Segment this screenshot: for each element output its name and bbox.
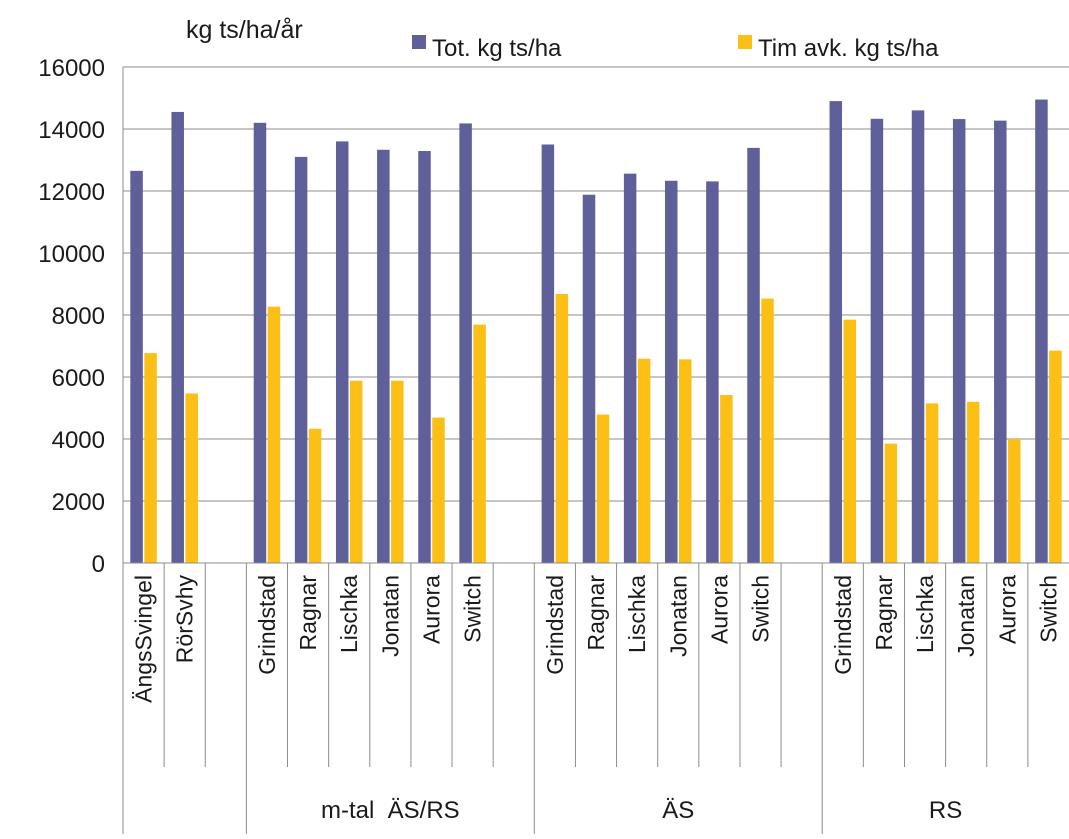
bar-tot: [994, 120, 1007, 563]
y-tick-label: 16000: [38, 55, 105, 82]
category-label: Lischka: [336, 575, 362, 653]
y-axis-unit-label: kg ts/ha/år: [186, 16, 303, 44]
category-label: Grindstad: [254, 575, 280, 675]
bar-tim: [555, 293, 569, 563]
y-tick-label: 14000: [38, 117, 105, 144]
bar-tot: [952, 119, 966, 563]
bar-tim: [1008, 439, 1021, 563]
y-tick-label: 12000: [38, 179, 105, 206]
category-label: Aurora: [706, 575, 732, 644]
bar-tim: [720, 394, 733, 563]
category-label: Aurora: [418, 575, 444, 644]
category-label: Ragnar: [295, 575, 321, 651]
legend: Tot. kg ts/ha Tim avk. kg ts/ha: [412, 35, 939, 62]
category-label: Jonatan: [377, 575, 403, 657]
bar-tot: [459, 123, 472, 564]
bar-tot: [829, 101, 843, 563]
bar-tim: [925, 403, 939, 563]
bar-tim: [391, 380, 404, 563]
bar-tot: [665, 180, 678, 563]
category-label: Switch: [1035, 575, 1061, 643]
category-label: Lischka: [912, 575, 938, 653]
group-labels: m-tal ÄS/RS ÄS RS: [321, 797, 962, 824]
category-label: Grindstad: [542, 575, 568, 675]
bar-tot: [911, 110, 925, 564]
category-label: RörSvhy: [172, 575, 198, 664]
category-label: Switch: [748, 575, 774, 643]
bar-tim: [473, 324, 486, 563]
gridlines: [123, 66, 1069, 564]
bar-tot: [706, 181, 719, 563]
category-label: Grindstad: [830, 575, 856, 675]
y-tick-label: 2000: [52, 489, 105, 516]
bars: [130, 99, 1062, 564]
bar-tim: [843, 319, 857, 563]
category-label: ÄngsSvingel: [131, 575, 157, 703]
bar-tim: [185, 393, 198, 563]
legend-swatch-tim: [738, 35, 752, 49]
bar-tim: [884, 443, 898, 563]
bar-tot: [377, 149, 390, 563]
y-tick-label: 8000: [52, 303, 105, 330]
bar-tot: [623, 173, 637, 563]
y-tick-label: 6000: [52, 365, 105, 392]
bar-tim: [349, 380, 363, 563]
legend-label-tot: Tot. kg ts/ha: [432, 35, 562, 62]
bar-tot: [418, 151, 431, 563]
bar-tot: [747, 147, 760, 563]
bar-tot: [870, 118, 884, 564]
category-label: Ragnar: [871, 575, 897, 651]
y-tick-label: 10000: [38, 241, 105, 268]
bar-tim: [144, 353, 157, 563]
category-label: Jonatan: [665, 575, 691, 657]
bar-tim: [761, 298, 774, 563]
y-tick-label: 4000: [52, 427, 105, 454]
bar-tim: [1049, 350, 1062, 563]
category-label: Aurora: [994, 575, 1020, 644]
bar-tim: [679, 359, 692, 563]
legend-swatch-tot: [412, 35, 426, 49]
category-label: Switch: [460, 575, 486, 643]
group-label: ÄS: [662, 797, 694, 824]
y-tick-labels: 0 2000 4000 6000 8000 10000 12000 14000 16000: [38, 55, 105, 578]
bar-tim: [267, 306, 281, 563]
bar-tim: [637, 358, 651, 563]
category-label: Ragnar: [583, 575, 609, 651]
bar-tim: [308, 428, 322, 563]
group-label: RS: [929, 797, 962, 824]
category-label: Lischka: [624, 575, 650, 653]
bar-tot: [582, 194, 596, 563]
bar-tot: [130, 170, 143, 563]
category-label: Jonatan: [953, 575, 979, 657]
bar-tim: [966, 401, 980, 563]
bar-tot: [541, 144, 555, 563]
axes: [122, 67, 1069, 834]
y-tick-label: 0: [92, 551, 105, 578]
bar-tot: [171, 111, 184, 563]
group-label: m-tal ÄS/RS: [321, 797, 460, 824]
bar-tot: [294, 156, 308, 563]
category-labels: ÄngsSvingel RörSvhy Grindstad Ragnar Lischka…: [131, 575, 1062, 703]
legend-label-tim: Tim avk. kg ts/ha: [758, 35, 939, 62]
bar-tim: [596, 414, 610, 563]
bar-tot: [1035, 99, 1048, 564]
bar-tot: [253, 122, 267, 564]
bar-tot: [335, 141, 349, 563]
bar-tim: [432, 417, 445, 563]
